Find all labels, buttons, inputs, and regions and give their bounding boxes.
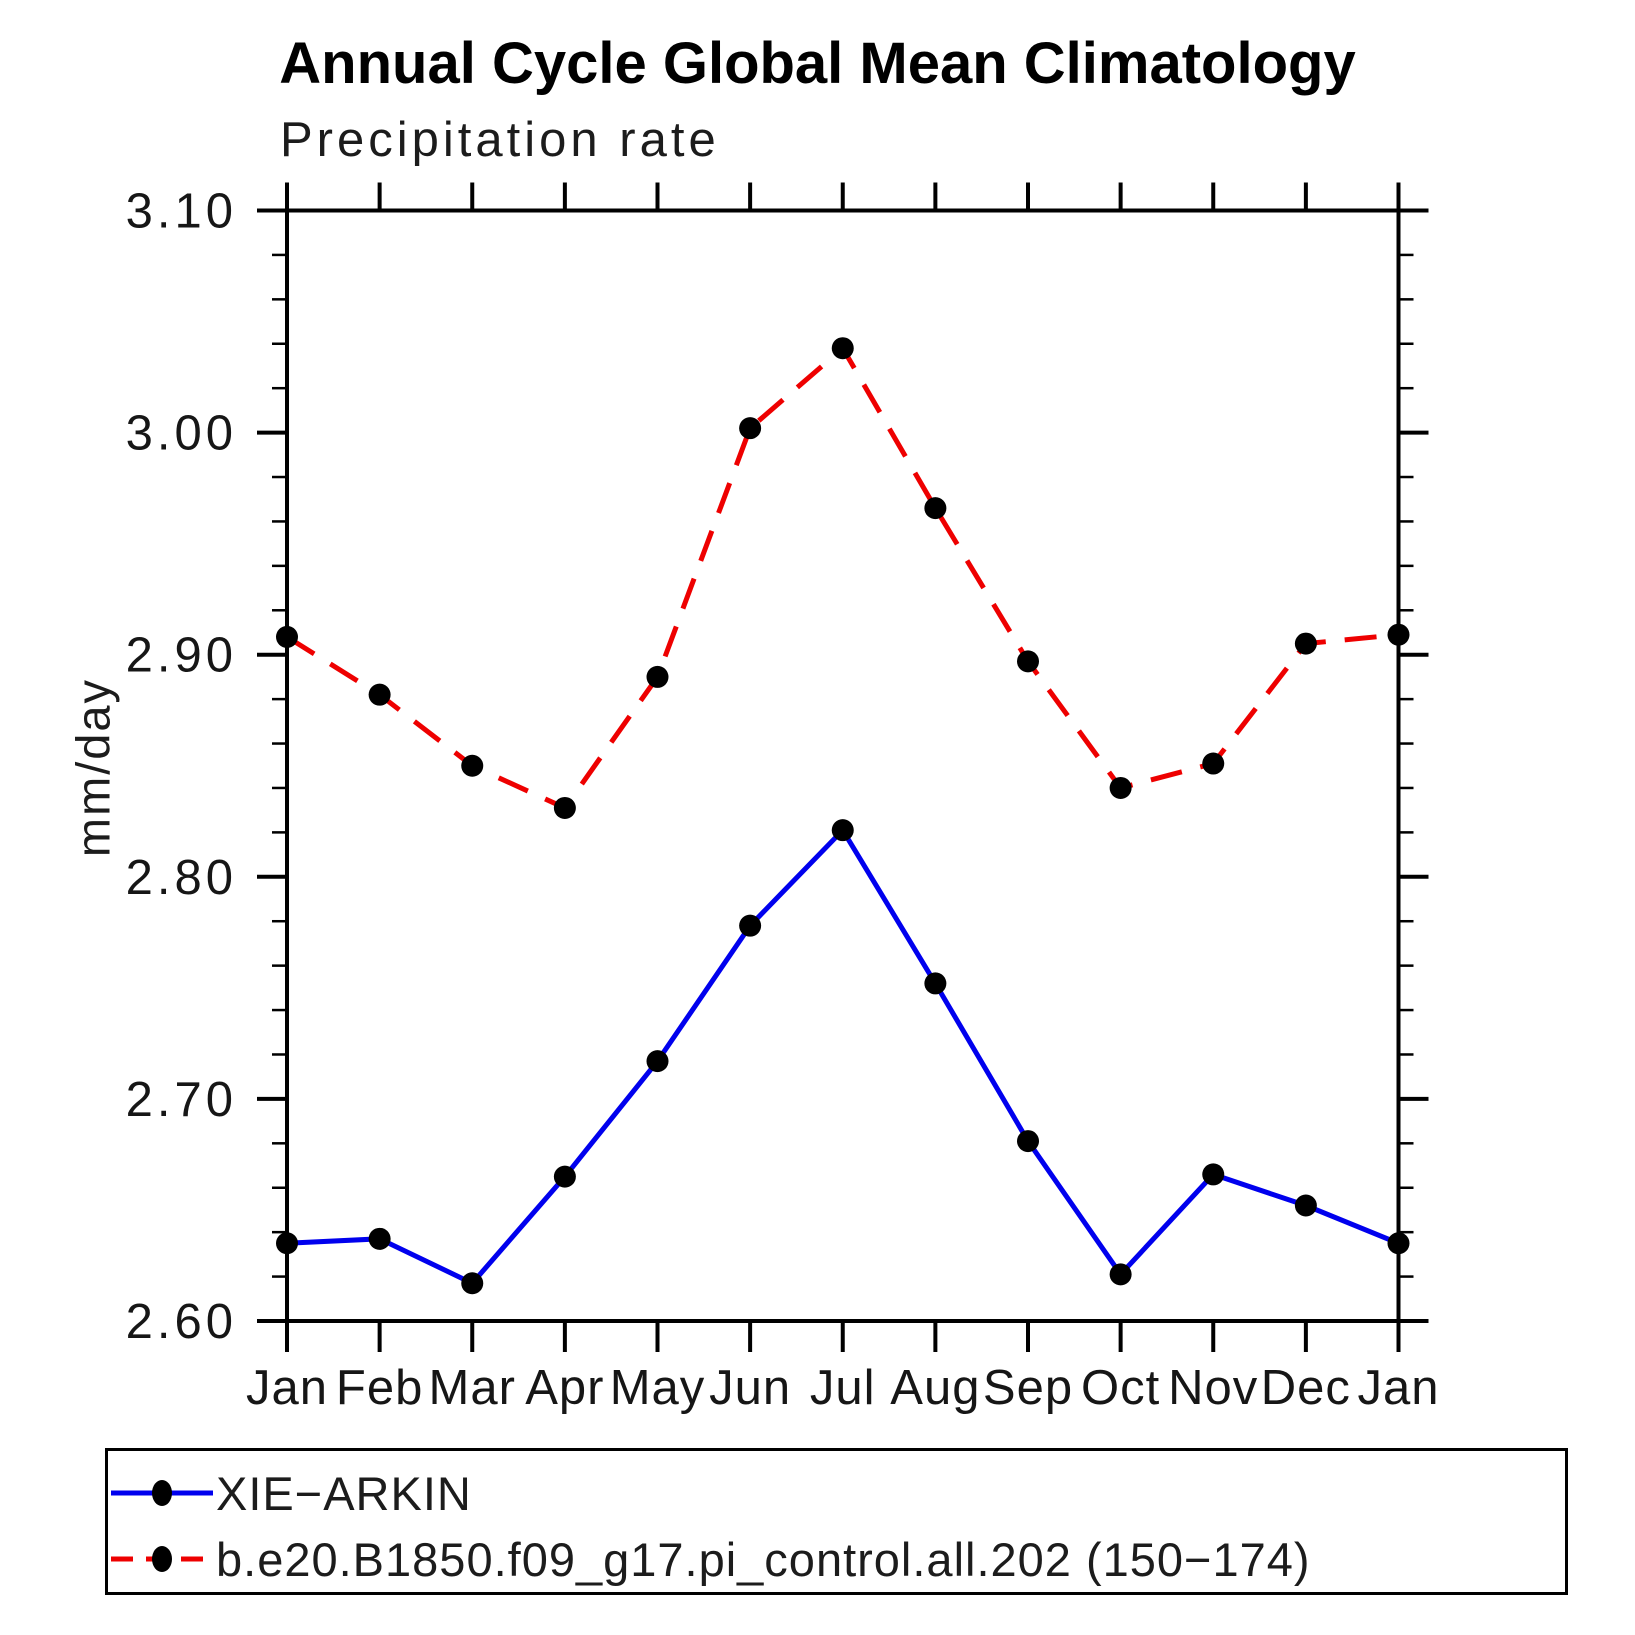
y-tick-label: 2.70 xyxy=(126,1073,237,1127)
x-tick-label: Feb xyxy=(336,1361,423,1415)
x-tick-label: Oct xyxy=(1081,1361,1160,1415)
data-point-series-0 xyxy=(368,1227,391,1250)
data-point-series-0 xyxy=(924,972,947,995)
data-point-series-1 xyxy=(1202,752,1225,775)
data-point-series-1 xyxy=(1387,623,1410,646)
x-tick-label: Jan xyxy=(246,1361,328,1415)
x-tick-label: Dec xyxy=(1261,1361,1351,1415)
data-point-series-0 xyxy=(553,1165,576,1188)
chart-subtitle: Precipitation rate xyxy=(280,113,720,167)
series-line-1 xyxy=(285,344,1399,812)
legend-label-xie-arkin: XIE−ARKIN xyxy=(216,1466,472,1520)
data-point-series-1 xyxy=(368,683,391,706)
data-point-series-1 xyxy=(1294,632,1317,655)
legend-swatch-dashed-line xyxy=(111,1546,213,1572)
data-point-series-1 xyxy=(739,417,762,440)
data-point-series-0 xyxy=(276,1232,298,1255)
data-point-series-1 xyxy=(461,754,484,777)
page-title: Annual Cycle Global Mean Climatology xyxy=(279,31,1356,96)
data-point-series-1 xyxy=(276,625,298,648)
data-point-series-0 xyxy=(461,1272,484,1295)
legend-label-model-run: b.e20.B1850.f09_g17.pi_control.all.202 (… xyxy=(216,1532,1311,1586)
data-point-series-0 xyxy=(1202,1163,1225,1186)
y-tick-label: 3.10 xyxy=(126,185,237,239)
data-point-series-0 xyxy=(1017,1130,1039,1153)
y-tick-label: 2.90 xyxy=(126,629,237,683)
x-tick-label: May xyxy=(610,1361,706,1415)
y-tick-label: 2.60 xyxy=(126,1295,237,1349)
x-tick-label: Jan xyxy=(1357,1361,1439,1415)
x-tick-label: Apr xyxy=(525,1361,604,1415)
data-point-series-0 xyxy=(646,1050,669,1073)
data-point-series-0 xyxy=(739,914,762,937)
data-point-series-0 xyxy=(1294,1194,1317,1217)
data-point-series-1 xyxy=(924,497,947,520)
x-tick-label: Jul xyxy=(810,1361,876,1415)
y-tick-label: 3.00 xyxy=(126,407,237,461)
legend-entry-model-run: b.e20.B1850.f09_g17.pi_control.all.202 (… xyxy=(108,1529,1311,1589)
legend-entry-xie-arkin: XIE−ARKIN xyxy=(108,1463,472,1523)
data-point-series-1 xyxy=(646,665,669,688)
x-tick-label: Jun xyxy=(709,1361,791,1415)
legend-box: XIE−ARKIN b.e20.B1850.f09_g17.pi_control… xyxy=(105,1448,1568,1595)
x-tick-label: Nov xyxy=(1168,1361,1258,1415)
data-point-series-1 xyxy=(831,337,854,360)
y-tick-label: 2.80 xyxy=(126,851,237,905)
data-point-series-1 xyxy=(553,796,576,819)
data-point-series-1 xyxy=(1109,776,1132,799)
series-line-0 xyxy=(286,826,1400,1287)
data-point-series-0 xyxy=(1109,1263,1132,1286)
x-tick-label: Aug xyxy=(890,1361,980,1415)
axis-box xyxy=(285,208,1401,1323)
data-point-series-1 xyxy=(1017,650,1039,673)
data-point-series-0 xyxy=(1387,1232,1410,1255)
data-point-series-0 xyxy=(831,819,854,842)
legend-swatch-solid-line xyxy=(111,1480,213,1506)
x-tick-label: Mar xyxy=(429,1361,516,1415)
x-tick-label: Sep xyxy=(983,1361,1073,1415)
